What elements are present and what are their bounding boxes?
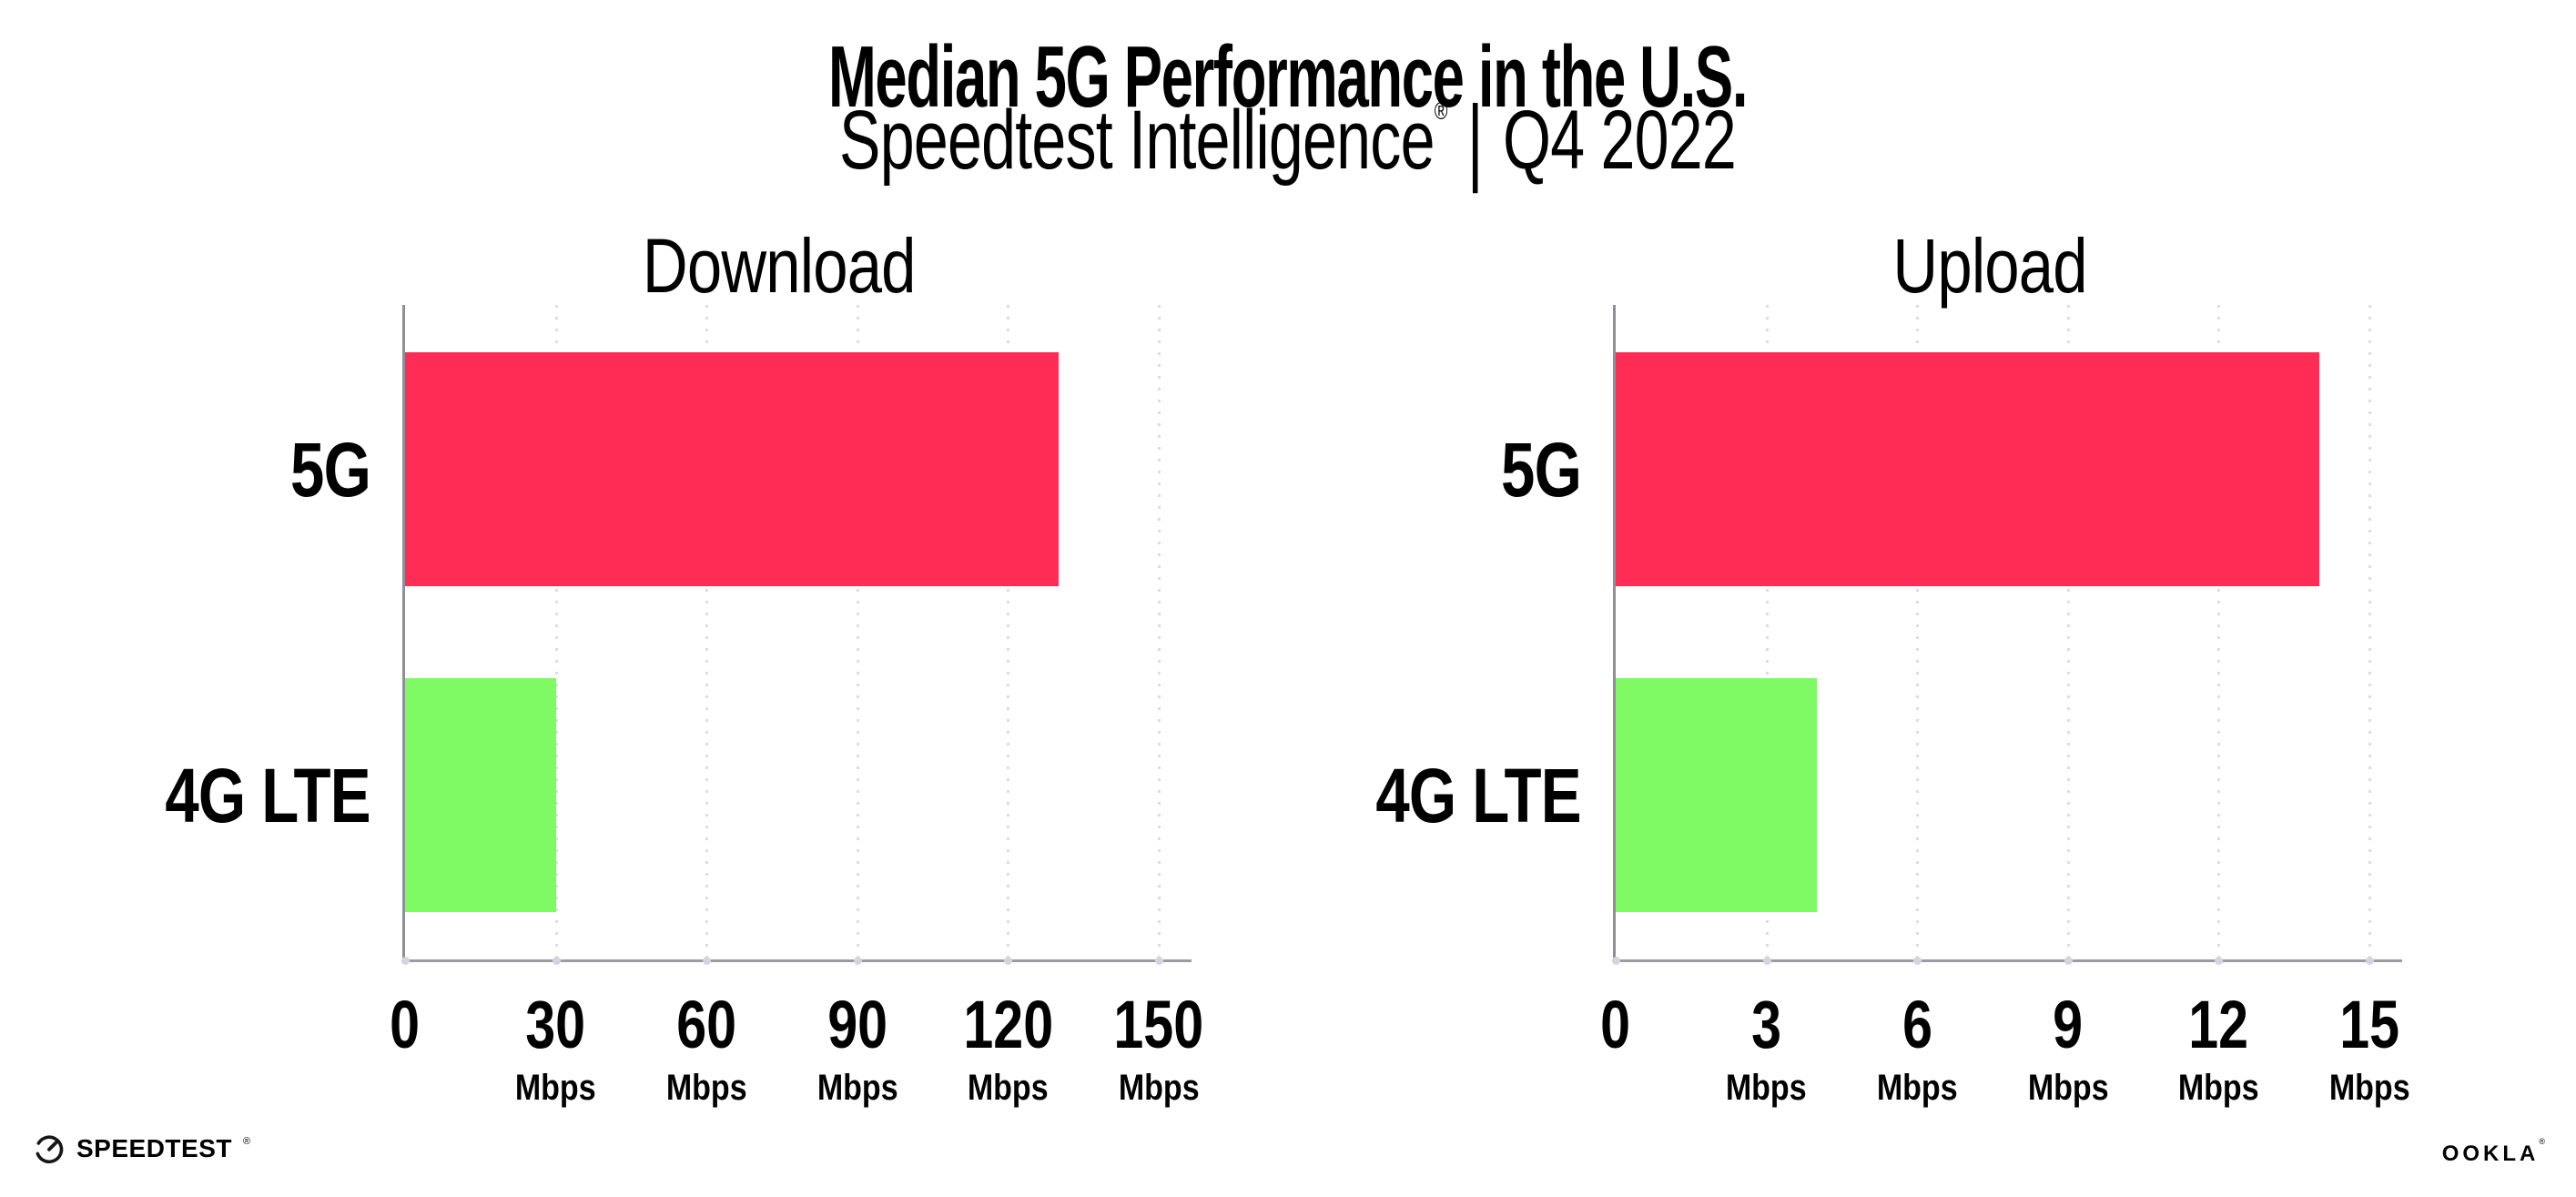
axis-tick-dot xyxy=(1913,957,1922,965)
axis-tick-dot xyxy=(552,957,561,965)
x-tick-value: 9 xyxy=(2053,987,2084,1062)
x-tick-value: 3 xyxy=(1751,987,1782,1062)
bar-4g-lte xyxy=(405,678,556,912)
x-tick-12: 12 Mbps xyxy=(2109,987,2328,1108)
x-tick-0: 0 xyxy=(296,991,514,1106)
x-tick-unit: Mbps xyxy=(2178,1068,2259,1108)
x-tick-9: 9 Mbps xyxy=(1959,987,2177,1108)
x-tick-unit: Mbps xyxy=(2027,1068,2109,1108)
speedtest-gauge-icon xyxy=(35,1135,64,1164)
page-title: Median 5G Performance in the U.S. xyxy=(0,34,2576,121)
gridline-120 xyxy=(1007,305,1010,959)
x-tick-unit: Mbps xyxy=(1726,1068,1807,1108)
gridline-90 xyxy=(856,305,859,959)
x-tick-value: 6 xyxy=(1902,987,1932,1062)
gridline-9 xyxy=(2066,305,2070,959)
x-tick-unit: Mbps xyxy=(2328,1068,2410,1108)
plot-area-download: 5G 4G LTE 0 30 Mbps 60 Mbps 90 Mbps 120 Mbps 150 Mbp… xyxy=(166,305,1203,1106)
subtitle-brand: Speedtest Intelligence xyxy=(839,94,1435,187)
x-tick-value: 150 xyxy=(1113,987,1204,1062)
axis-tick-dot xyxy=(1762,957,1771,965)
category-label-5g: 5G xyxy=(289,426,371,512)
x-tick-120: 120 Mbps xyxy=(898,987,1117,1108)
axis-tick-dot xyxy=(2215,957,2224,965)
axis-tick-dot xyxy=(2064,957,2073,965)
x-tick-value: 30 xyxy=(525,987,586,1062)
x-tick-value: 90 xyxy=(827,987,887,1062)
gridline-30 xyxy=(554,305,558,959)
x-axis-line xyxy=(402,959,1192,962)
x-tick-15: 15 Mbps xyxy=(2260,987,2479,1108)
x-tick-value: 12 xyxy=(2188,987,2249,1062)
x-tick-unit: Mbps xyxy=(515,1068,596,1108)
speedtest-registered-mark-icon: ® xyxy=(242,1136,251,1147)
axis-tick-dot xyxy=(1612,957,1620,965)
x-tick-60: 60 Mbps xyxy=(597,987,816,1108)
axis-tick-dot xyxy=(1004,957,1013,965)
bar-5g xyxy=(1616,352,2319,586)
x-tick-unit: Mbps xyxy=(665,1068,747,1108)
registered-mark-icon: ® xyxy=(1435,97,1448,125)
gridline-12 xyxy=(2217,305,2221,959)
gridline-150 xyxy=(1158,305,1161,959)
page-subtitle: Speedtest Intelligence® | Q4 2022 xyxy=(0,90,2576,191)
gridline-15 xyxy=(2368,305,2371,959)
x-tick-unit: Mbps xyxy=(816,1068,898,1108)
x-tick-6: 6 Mbps xyxy=(1808,987,2026,1108)
axis-tick-dot xyxy=(2366,957,2374,965)
speedtest-wordmark: SPEEDTEST xyxy=(76,1134,232,1162)
ookla-registered-mark-icon: ® xyxy=(2539,1137,2545,1146)
axis-tick-dot xyxy=(1155,957,1163,965)
chart-title-download: Download xyxy=(643,223,917,309)
chart-download: Download 5G 4G LTE 0 30 Mbps 60 Mbps 90 Mbps 120 Mb… xyxy=(166,0,1204,1197)
category-label-4g-lte: 4G LTE xyxy=(165,752,371,838)
x-tick-value: 0 xyxy=(390,987,421,1062)
x-tick-unit: Mbps xyxy=(968,1068,1049,1108)
x-tick-value: 0 xyxy=(1600,987,1631,1062)
bar-4g-lte xyxy=(1616,678,1817,912)
category-label-5g: 5G xyxy=(1500,426,1582,512)
bar-5g xyxy=(405,352,1059,586)
axis-tick-dot xyxy=(703,957,712,965)
x-axis-line xyxy=(1613,959,2402,962)
x-tick-0: 0 xyxy=(1506,991,1725,1106)
gridline-3 xyxy=(1765,305,1769,959)
x-tick-value: 120 xyxy=(963,987,1053,1062)
speedtest-logo: SPEEDTEST ® xyxy=(33,1132,250,1165)
x-tick-3: 3 Mbps xyxy=(1658,987,1876,1108)
page-subtitle-text: Speedtest Intelligence® | Q4 2022 xyxy=(839,90,1737,191)
gridline-60 xyxy=(705,305,709,959)
x-tick-150: 150 Mbps xyxy=(1050,987,1268,1108)
x-tick-unit: Mbps xyxy=(1118,1068,1200,1108)
plot-area-upload: 5G 4G LTE 0 3 Mbps 6 Mbps 9 Mbps 12 Mbps 15 Mbps xyxy=(1376,305,2409,1106)
x-tick-unit: Mbps xyxy=(1876,1068,1958,1108)
chart-title-upload: Upload xyxy=(1892,223,2087,309)
x-tick-30: 30 Mbps xyxy=(447,987,665,1108)
ookla-logo: OOKLA® xyxy=(2441,1138,2545,1166)
x-tick-value: 60 xyxy=(676,987,737,1062)
axis-tick-dot xyxy=(853,957,862,965)
ookla-wordmark: OOKLA xyxy=(2441,1141,2540,1166)
x-tick-value: 15 xyxy=(2339,987,2399,1062)
axis-tick-dot xyxy=(401,957,410,965)
x-tick-90: 90 Mbps xyxy=(748,987,967,1108)
gridline-6 xyxy=(1916,305,1920,959)
chart-upload: Upload 5G 4G LTE 0 3 Mbps 6 Mbps 9 Mbps 12 Mbps 15 Mb… xyxy=(1376,0,2410,1197)
subtitle-period: Q4 2022 xyxy=(1503,94,1737,187)
subtitle-separator: | xyxy=(1467,86,1484,194)
category-label-4g-lte: 4G LTE xyxy=(1375,752,1582,838)
page-title-text: Median 5G Performance in the U.S. xyxy=(828,28,1749,127)
